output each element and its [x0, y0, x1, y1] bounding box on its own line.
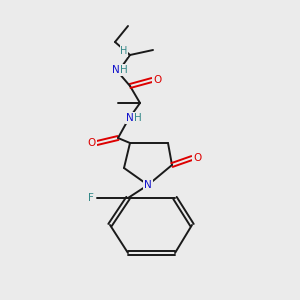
Text: N: N — [144, 180, 152, 190]
Text: H: H — [134, 113, 142, 123]
Text: O: O — [193, 153, 201, 163]
Text: O: O — [88, 138, 96, 148]
Text: N: N — [112, 65, 120, 75]
Text: F: F — [88, 193, 94, 203]
Text: N: N — [126, 113, 134, 123]
Text: O: O — [153, 75, 161, 85]
Text: H: H — [120, 65, 128, 75]
Text: H: H — [120, 46, 128, 56]
